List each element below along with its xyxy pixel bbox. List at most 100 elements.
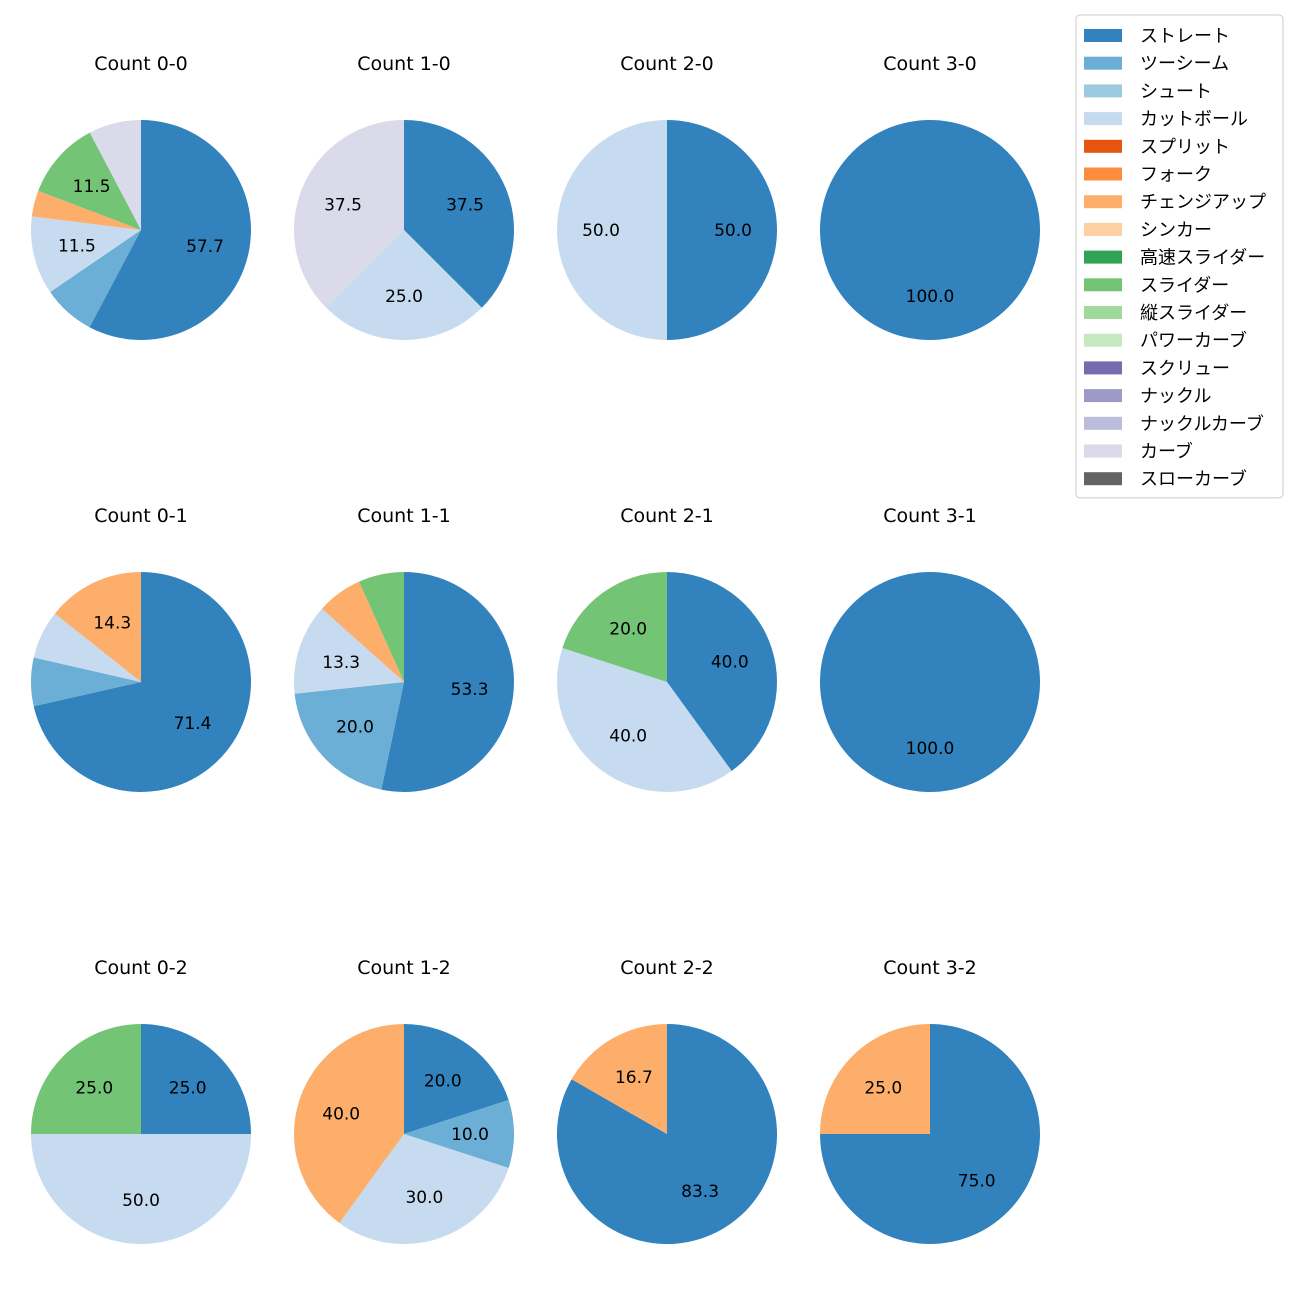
pie-slice-3: [33, 613, 141, 682]
pie-title: Count 1-2: [357, 957, 451, 979]
legend-item: チェンジアップ: [1084, 192, 1266, 213]
pie-data-label: 11.5: [58, 237, 96, 257]
pie-slice-9: [359, 572, 404, 682]
legend-frame: [1075, 14, 1284, 499]
pie-title: Count 2-2: [620, 957, 714, 979]
pie-data-label: 30.0: [405, 1188, 443, 1208]
pie-slice-0: [404, 1024, 509, 1134]
pie-count-0-2: Count 0-2 25.0 50.0 25.0: [31, 957, 251, 1244]
legend-item: スライダー: [1084, 275, 1229, 296]
pie-slice-0: [141, 1024, 251, 1134]
legend-item: ナックルカーブ: [1084, 413, 1264, 435]
pie-data-label: 14.3: [93, 614, 131, 634]
legend-item: 縦スライダー: [1084, 303, 1247, 324]
legend-label: ストレート: [1140, 26, 1230, 47]
pie-data-label: 50.0: [582, 221, 620, 241]
pie-slice-1: [30, 657, 141, 707]
legend-swatch: [1084, 167, 1122, 181]
pie-data-label: 40.0: [711, 653, 749, 673]
pie-title: Count 3-1: [883, 505, 977, 527]
pie-slice-0: [381, 572, 514, 792]
pie-title: Count 1-0: [357, 53, 451, 75]
pie-slice-6: [294, 1024, 404, 1223]
legend-swatch: [1084, 29, 1122, 42]
pie-data-label: 40.0: [322, 1105, 360, 1125]
legend-item: ストレート: [1084, 26, 1230, 47]
pie-data-label: 75.0: [958, 1172, 996, 1192]
legend-label: ナックルカーブ: [1140, 413, 1264, 435]
pie-count-2-1: Count 2-1 40.0 40.0 20.0: [557, 505, 777, 793]
legend-label: スクリュー: [1140, 358, 1230, 379]
legend-swatch: [1084, 472, 1122, 486]
legend-swatch: [1084, 361, 1122, 375]
pie-count-3-1: Count 3-1 100.0: [820, 505, 1040, 792]
legend-swatch: [1084, 222, 1122, 236]
legend-swatch: [1084, 416, 1122, 430]
pie-slice-6: [31, 190, 142, 230]
pie-title: Count 0-2: [94, 957, 188, 979]
pie-slice-3: [326, 230, 482, 340]
pie-count-2-2: Count 2-2 83.3 16.7: [557, 957, 777, 1244]
legend-item: シンカー: [1084, 220, 1212, 241]
pie-slice-3: [294, 608, 404, 694]
legend-swatch: [1084, 84, 1122, 98]
pie-data-label: 16.7: [615, 1068, 653, 1088]
pie-slice-9: [31, 1024, 141, 1134]
pie-data-label: 20.0: [336, 717, 374, 737]
legend-swatch: [1084, 56, 1122, 70]
legend-label: カーブ: [1140, 441, 1193, 463]
pie-title: Count 0-1: [94, 505, 188, 527]
legend-item: 高速スライダー: [1084, 248, 1265, 269]
pie-slice-0: [820, 120, 1040, 340]
pie-slice-3: [557, 648, 732, 793]
legend-label: スプリット: [1140, 137, 1230, 158]
legend-item: スプリット: [1084, 137, 1230, 158]
pie-title: Count 2-0: [620, 53, 714, 75]
pie-slice-1: [294, 682, 404, 790]
pie-slice-3: [339, 1134, 509, 1244]
pie-data-label: 13.3: [322, 653, 360, 673]
legend-item: カットボール: [1084, 109, 1248, 130]
pie-slice-9: [38, 132, 142, 230]
legend-swatch: [1084, 389, 1122, 403]
legend-label: ツーシーム: [1140, 54, 1229, 75]
legend-swatch: [1084, 112, 1122, 126]
pie-slice-0: [667, 572, 777, 771]
legend-label: パワーカーブ: [1140, 330, 1247, 352]
legend-label: カットボール: [1140, 109, 1248, 130]
pie-slice-0: [667, 120, 777, 340]
pie-slice-0: [820, 572, 1040, 792]
pie-count-1-1: Count 1-1 53.3 20.0 13.3: [294, 505, 514, 792]
pie-slice-6: [54, 572, 142, 682]
pie-data-label: 20.0: [424, 1072, 462, 1092]
pie-count-0-0: Count 0-0 57.7 11.5 11.5: [30, 53, 251, 340]
pie-slice-15: [89, 120, 141, 230]
pie-data-label: 10.0: [451, 1125, 489, 1145]
pie-slice-6: [321, 581, 404, 682]
pie-data-label: 25.0: [864, 1078, 902, 1098]
pie-data-label: 71.4: [174, 714, 212, 734]
pie-data-label: 37.5: [324, 196, 362, 216]
legend-swatch: [1084, 278, 1122, 292]
pie-slice-6: [571, 1023, 667, 1134]
legend-swatch: [1084, 250, 1122, 264]
pie-title: Count 1-1: [357, 505, 451, 527]
legend-item: スクリュー: [1084, 358, 1230, 379]
legend-label: 高速スライダー: [1140, 248, 1265, 269]
legend-item: フォーク: [1084, 165, 1212, 186]
legend-label: 縦スライダー: [1140, 303, 1247, 324]
pie-data-label: 11.5: [73, 177, 111, 197]
pie-title: Count 3-2: [883, 957, 977, 979]
legend-label: シュート: [1140, 81, 1212, 102]
pie-title: Count 3-0: [883, 53, 977, 75]
pie-title: Count 0-0: [94, 53, 188, 75]
pie-data-label: 40.0: [609, 726, 647, 746]
pie-data-label: 57.7: [186, 237, 224, 257]
legend-label: スローカーブ: [1140, 468, 1247, 490]
pie-title: Count 2-1: [620, 505, 714, 527]
legend-label: フォーク: [1140, 165, 1212, 186]
legend-swatch: [1084, 333, 1122, 347]
pie-count-0-1: Count 0-1 71.4 14.3: [30, 505, 251, 792]
